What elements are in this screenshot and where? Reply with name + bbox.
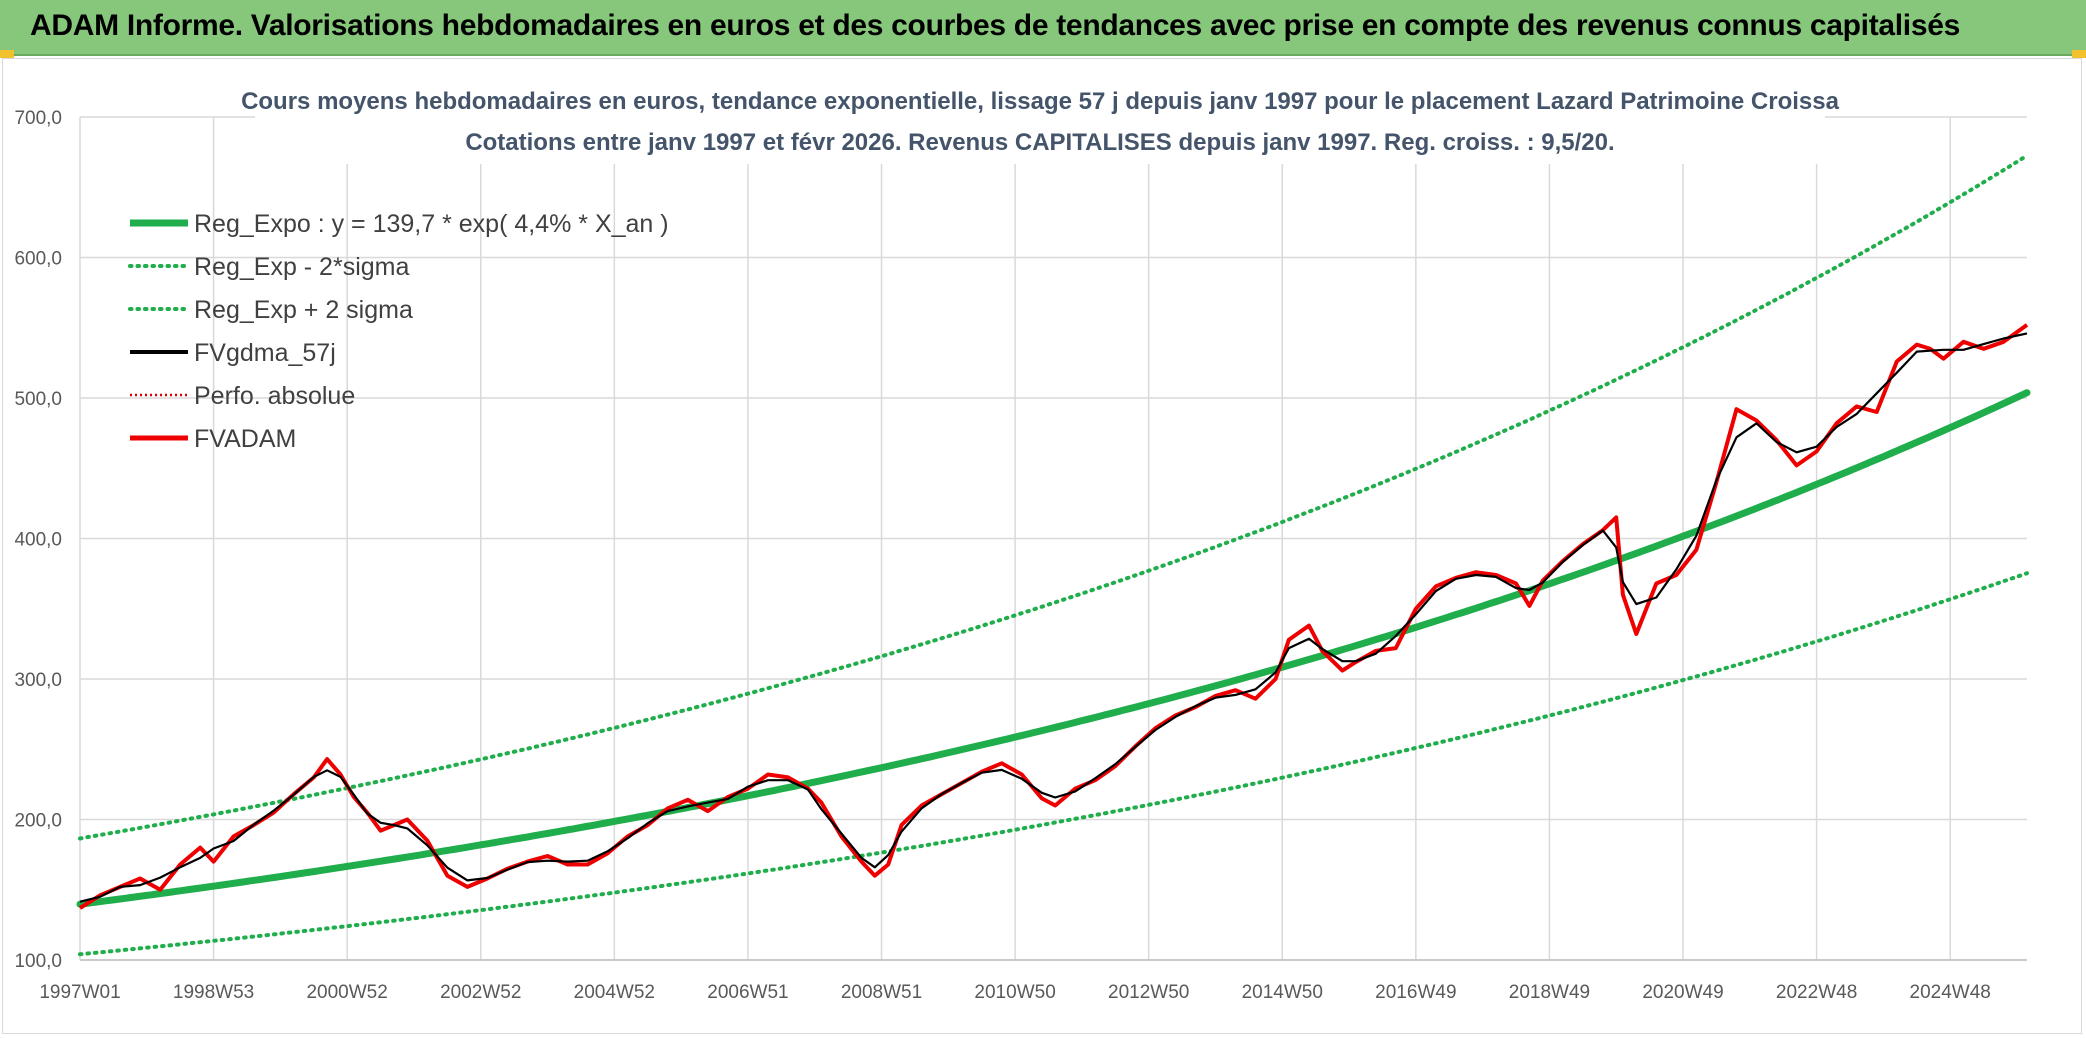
legend-label: Reg_Exp - 2*sigma bbox=[194, 253, 409, 281]
report-banner: ADAM Informe. Valorisations hebdomadaire… bbox=[0, 0, 2086, 56]
y-tick-label: 500,0 bbox=[14, 389, 62, 410]
report-title: ADAM Informe. Valorisations hebdomadaire… bbox=[30, 9, 1961, 42]
x-tick-label: 2008W51 bbox=[841, 982, 922, 1003]
x-tick-label: 2010W50 bbox=[974, 982, 1055, 1003]
x-tick-label: 2018W49 bbox=[1509, 982, 1590, 1003]
legend-label: FVgdma_57j bbox=[194, 339, 336, 367]
legend-label: FVADAM bbox=[194, 425, 296, 453]
axes: 100,0 200,0 300,0 400,0 500,0 600,0 700,0 1997W… bbox=[14, 108, 2027, 1003]
y-tick-label: 600,0 bbox=[14, 249, 62, 270]
chart-frame bbox=[2, 58, 2082, 1034]
reg-exp-plus-2sigma-line bbox=[78, 153, 2029, 841]
legend: Reg_Expo : y = 139,7 * exp( 4,4% * X_an … bbox=[128, 210, 669, 453]
fvadam-line bbox=[78, 323, 2029, 910]
y-tick-label: 700,0 bbox=[14, 108, 62, 129]
legend-label: Reg_Exp + 2 sigma bbox=[194, 296, 413, 324]
legend-label: Perfo. absolue bbox=[194, 382, 355, 410]
x-tick-label: 2006W51 bbox=[707, 982, 788, 1003]
y-tick-label: 300,0 bbox=[14, 670, 62, 691]
reg-exp-minus-2sigma-line bbox=[78, 571, 2029, 957]
x-tick-label: 2016W49 bbox=[1375, 982, 1456, 1003]
x-tick-label: 2020W49 bbox=[1642, 982, 1723, 1003]
fvgdma-57j-line bbox=[79, 332, 2028, 903]
x-tick-label: 1997W01 bbox=[39, 982, 120, 1003]
gridlines bbox=[79, 116, 2027, 961]
x-tick-label: 2024W48 bbox=[1910, 982, 1991, 1003]
y-tick-label: 400,0 bbox=[14, 530, 62, 551]
legend-label: Reg_Expo : y = 139,7 * exp( 4,4% * X_an … bbox=[194, 210, 669, 238]
x-tick-label: 2014W50 bbox=[1242, 982, 1323, 1003]
y-tick-label: 100,0 bbox=[14, 951, 62, 972]
reg-expo-line bbox=[76, 389, 2031, 908]
x-tick-label: 2022W48 bbox=[1776, 982, 1857, 1003]
banner-corner-right bbox=[2072, 50, 2086, 58]
chart-title-line2: Cotations entre janv 1997 et févr 2026. … bbox=[465, 129, 1614, 156]
chart-title-line1: Cours moyens hebdomadaires en euros, ten… bbox=[241, 88, 1840, 115]
x-tick-label: 2004W52 bbox=[574, 982, 655, 1003]
banner-corner-left bbox=[0, 50, 14, 58]
x-tick-label: 1998W53 bbox=[173, 982, 254, 1003]
x-tick-label: 2000W52 bbox=[306, 982, 387, 1003]
x-tick-label: 2002W52 bbox=[440, 982, 521, 1003]
series-layer bbox=[76, 153, 2031, 957]
chart-title: Cours moyens hebdomadaires en euros, ten… bbox=[241, 84, 1840, 164]
x-tick-label: 2012W50 bbox=[1108, 982, 1189, 1003]
y-tick-label: 200,0 bbox=[14, 811, 62, 832]
